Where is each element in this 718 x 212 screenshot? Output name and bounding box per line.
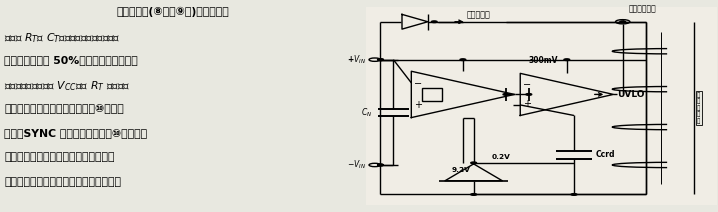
Circle shape [620,21,625,23]
Circle shape [471,194,477,195]
Text: $C_N$: $C_N$ [360,106,372,119]
Circle shape [378,59,383,60]
Text: 300mV: 300mV [528,56,559,65]
Text: 磁
接
触
压
变: 磁 接 触 压 变 [697,92,701,124]
Text: UVLO: UVLO [617,90,645,99]
Text: 振荡器电路(⑧脚与⑨脚)使用外部定: 振荡器电路(⑧脚与⑨脚)使用外部定 [116,7,229,17]
Text: −: − [414,79,422,89]
Circle shape [526,93,532,95]
Text: 时元件 $R_T$和 $C_T$。一内部二分频电路防止: 时元件 $R_T$和 $C_T$。一内部二分频电路防止 [4,31,121,45]
Bar [422,88,442,101]
Text: +: + [414,100,422,110]
Text: −: − [523,80,531,90]
Circle shape [471,162,477,164]
Text: 这样可以在频率和相位上都与主时钟同: 这样可以在频率和相位上都与主时钟同 [4,152,115,162]
Text: 很容易改变变换器的工作频率；⑩脚为同: 很容易改变变换器的工作频率；⑩脚为同 [4,104,124,114]
Text: 器磁饱和。通过改变 $V_{CC}$注入 $R_T$ 的电流，: 器磁饱和。通过改变 $V_{CC}$注入 $R_T$ 的电流， [4,80,131,93]
Circle shape [564,59,569,60]
Circle shape [571,194,577,195]
Text: 9.2V: 9.2V [451,167,470,173]
Text: 0.2V: 0.2V [492,153,510,160]
Text: +$V_{IN}$: +$V_{IN}$ [347,53,366,66]
Text: 至内部电路: 至内部电路 [467,11,490,20]
Circle shape [378,59,383,60]
Text: Ccrd: Ccrd [595,151,615,159]
Text: $-V_{IN}$: $-V_{IN}$ [347,159,366,171]
Circle shape [378,164,383,166]
Text: 步，这一特征对于使用多个变换器的系统: 步，这一特征对于使用多个变换器的系统 [4,177,121,187]
Circle shape [378,164,383,166]
Text: 欠压输出锁定: 欠压输出锁定 [628,4,656,13]
Circle shape [503,93,509,95]
FancyBboxPatch shape [366,7,717,205]
Circle shape [432,21,437,23]
Circle shape [460,59,466,60]
Text: 步端。SYNC 输入端主时钟源与⑩脚连接，: 步端。SYNC 输入端主时钟源与⑩脚连接， [4,128,147,138]
Text: +: + [523,99,531,109]
Text: 脉冲占空比大于 50%，这样就避免了变压: 脉冲占空比大于 50%，这样就避免了变压 [4,56,138,66]
